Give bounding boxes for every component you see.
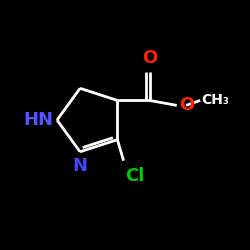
Text: HN: HN <box>23 111 53 129</box>
Text: CH₃: CH₃ <box>202 94 229 108</box>
Text: O: O <box>179 96 194 114</box>
Text: Cl: Cl <box>125 167 144 185</box>
Text: N: N <box>72 157 88 175</box>
Text: O: O <box>142 48 157 66</box>
